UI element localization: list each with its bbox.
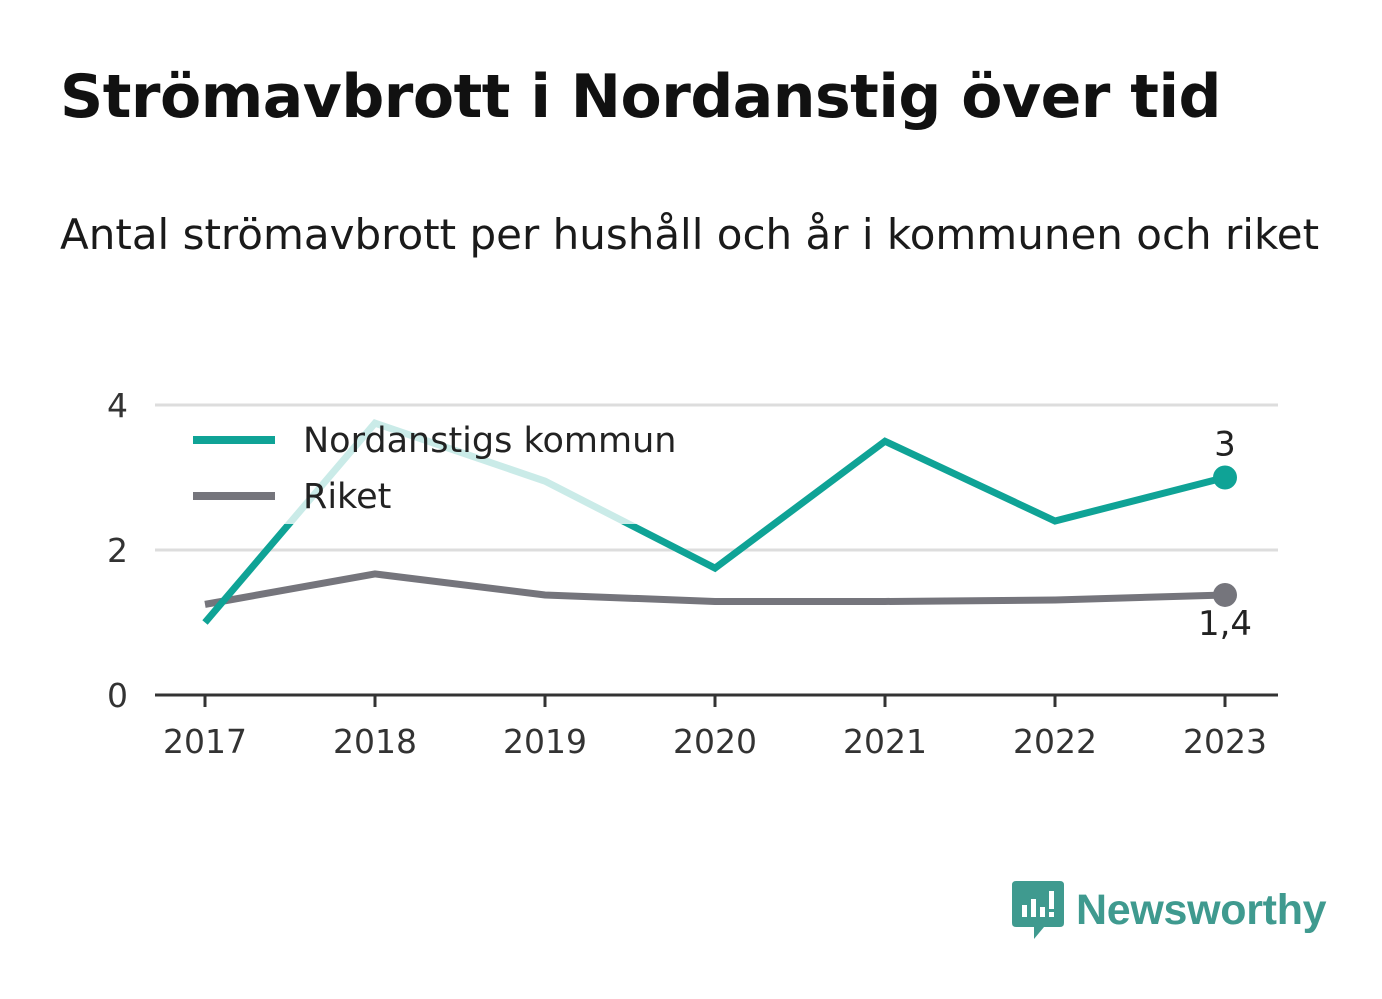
x-axis: 2017 2018 2019 2020 2021 2022 2023 [155, 693, 1278, 761]
grid-lines [155, 403, 1278, 552]
x-tick-label-2018: 2018 [333, 722, 417, 761]
chart-subtitle: Antal strömavbrott per hushåll och år i … [60, 210, 1320, 259]
legend-background [180, 412, 700, 524]
legend-label-nordanstigs-kommun: Nordanstigs kommun [303, 421, 676, 461]
line-chart: 0 2 4 2017 2018 2019 2020 2021 2022 2023 Nordans… [107, 386, 1278, 761]
brand-name: Newsworthy [1076, 885, 1327, 934]
legend: Nordanstigs kommun Riket [193, 421, 676, 517]
y-tick-label-0: 0 [107, 676, 128, 715]
y-axis-ticks: 0 2 4 [107, 386, 128, 715]
series-line-riket [204, 570, 1226, 608]
newsworthy-logo: Newsworthy [1010, 878, 1327, 942]
x-tick-label-2023: 2023 [1183, 722, 1267, 761]
x-tick-label-2021: 2021 [843, 722, 927, 761]
end-labels: 31,4 [1198, 425, 1252, 644]
y-tick-label-4: 4 [107, 386, 128, 425]
end-value-label-nordanstigs-kommun: 3 [1214, 425, 1236, 465]
x-tick-label-2022: 2022 [1013, 722, 1097, 761]
newsworthy-bar-chart-icon [1012, 881, 1064, 939]
legend-label-riket: Riket [303, 477, 391, 517]
x-tick-label-2019: 2019 [503, 722, 587, 761]
end-point-riket [1213, 582, 1237, 607]
y-tick-label-2: 2 [107, 531, 128, 570]
x-tick-label-2020: 2020 [673, 722, 757, 761]
end-point-nordanstigs-kommun [1213, 465, 1237, 490]
end-value-label-riket: 1,4 [1198, 604, 1252, 644]
chart-title: Strömavbrott i Nordanstig över tid [60, 62, 1221, 132]
x-tick-label-2017: 2017 [163, 722, 247, 761]
